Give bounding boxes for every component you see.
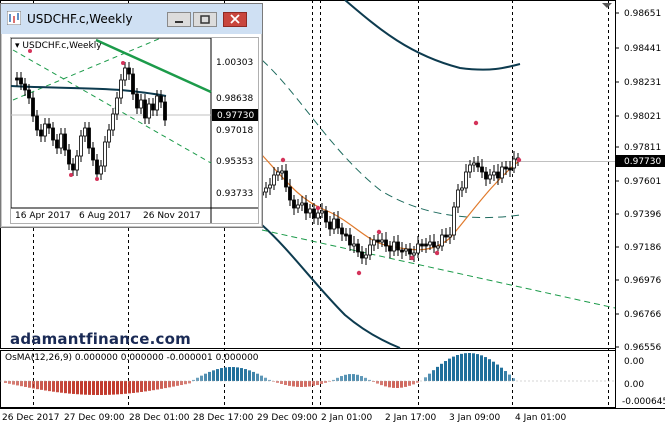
window-titlebar[interactable]: USDCHF.c,Weekly	[1, 4, 262, 34]
channel-dashed-line	[261, 229, 616, 309]
weekly-current-price-badge: 0.97730	[212, 109, 258, 121]
price-tick: 0.98651	[624, 9, 661, 19]
osma-indicator-label: OsMA(12,26,9) 0.000000 0.000000 -0.00000…	[5, 353, 259, 363]
osma-histogram	[0, 353, 615, 395]
svg-text:0.93733: 0.93733	[216, 189, 253, 199]
osma-axis: 0.00 0.00 -0.000645	[622, 357, 665, 407]
weekly-candles	[15, 62, 167, 180]
svg-text:0.98638: 0.98638	[216, 94, 253, 104]
price-tick: 0.98231	[624, 78, 661, 88]
svg-text:26 Nov 2017: 26 Nov 2017	[143, 211, 201, 221]
time-axis: 26 Dec 2017 27 Dec 09:00 28 Dec 01:00 28 De…	[2, 413, 567, 423]
time-tick: 29 Dec 09:00	[257, 413, 318, 423]
arrow-down-icon[interactable]: ▾	[15, 41, 20, 51]
svg-text:0.97730: 0.97730	[217, 111, 254, 121]
close-button[interactable]	[223, 12, 247, 27]
lower-band	[261, 224, 401, 349]
upper-band	[344, 0, 521, 71]
price-tick: 0.98441	[624, 44, 661, 54]
svg-text:16 Apr 2017: 16 Apr 2017	[15, 211, 71, 221]
app-icon	[7, 11, 21, 25]
weekly-price-axis: 1.00303 0.98638 0.97018 0.95353 0.93733	[216, 58, 253, 199]
osma-tick-top: 0.00	[624, 357, 644, 367]
current-price-badge: 0.97730	[616, 155, 665, 167]
weekly-time-axis: 16 Apr 2017 6 Aug 2017 26 Nov 2017	[15, 211, 201, 221]
arrow-down-icon[interactable]	[602, 3, 612, 8]
price-tick: 0.96766	[624, 310, 661, 320]
time-tick: 28 Dec 01:00	[129, 413, 190, 423]
svg-text:0.97018: 0.97018	[216, 126, 253, 136]
price-tick: 0.98021	[624, 112, 661, 122]
fractal-markers	[280, 120, 522, 276]
time-tick: 27 Dec 09:00	[64, 413, 125, 423]
price-tick: 0.96976	[624, 276, 661, 286]
osma-tick-bottom: -0.000645	[622, 397, 665, 407]
chart-window-weekly[interactable]: USDCHF.c,Weekly	[0, 3, 263, 228]
middle-band-dashed	[261, 59, 521, 219]
time-tick: 28 Dec 17:00	[193, 413, 254, 423]
time-tick: 3 Jan 09:00	[449, 413, 501, 423]
minimize-icon	[175, 21, 183, 23]
window-title: USDCHF.c,Weekly	[27, 12, 133, 26]
brand-watermark: adamantfinance.com	[10, 330, 191, 348]
time-tick: 26 Dec 2017	[2, 413, 60, 423]
price-tick: 0.97396	[624, 210, 661, 220]
minimize-button[interactable]	[167, 12, 191, 27]
close-icon	[230, 14, 240, 24]
restore-icon	[200, 15, 210, 24]
weekly-fractals	[28, 49, 125, 181]
price-axis: 0.98651 0.98441 0.98231 0.98021 0.97811 0.976…	[615, 9, 661, 353]
weekly-channel-solid	[95, 38, 212, 94]
price-tick: 0.96556	[624, 343, 661, 353]
weekly-chart-label: ▾ USDCHF.c,Weekly	[15, 41, 102, 51]
weekly-chart-area[interactable]: 1.00303 0.98638 0.97018 0.95353 0.93733 …	[10, 37, 259, 224]
time-tick: 4 Jan 01:00	[515, 413, 567, 423]
osma-tick-zero: 0.00	[624, 380, 644, 390]
svg-text:1.00303: 1.00303	[216, 58, 253, 68]
price-tick: 0.97601	[624, 177, 661, 187]
price-tick: 0.97186	[624, 243, 661, 253]
restore-button[interactable]	[193, 12, 217, 27]
weekly-channel-dashed-lower	[12, 49, 212, 164]
svg-text:0.97730: 0.97730	[624, 157, 661, 167]
time-tick: 2 Jan 17:00	[385, 413, 437, 423]
weekly-ma-line	[10, 85, 167, 97]
price-tick: 0.97811	[624, 143, 661, 153]
svg-text:0.95353: 0.95353	[216, 157, 253, 167]
time-tick: 2 Jan 01:00	[321, 413, 373, 423]
svg-text:6 Aug 2017: 6 Aug 2017	[79, 211, 131, 221]
